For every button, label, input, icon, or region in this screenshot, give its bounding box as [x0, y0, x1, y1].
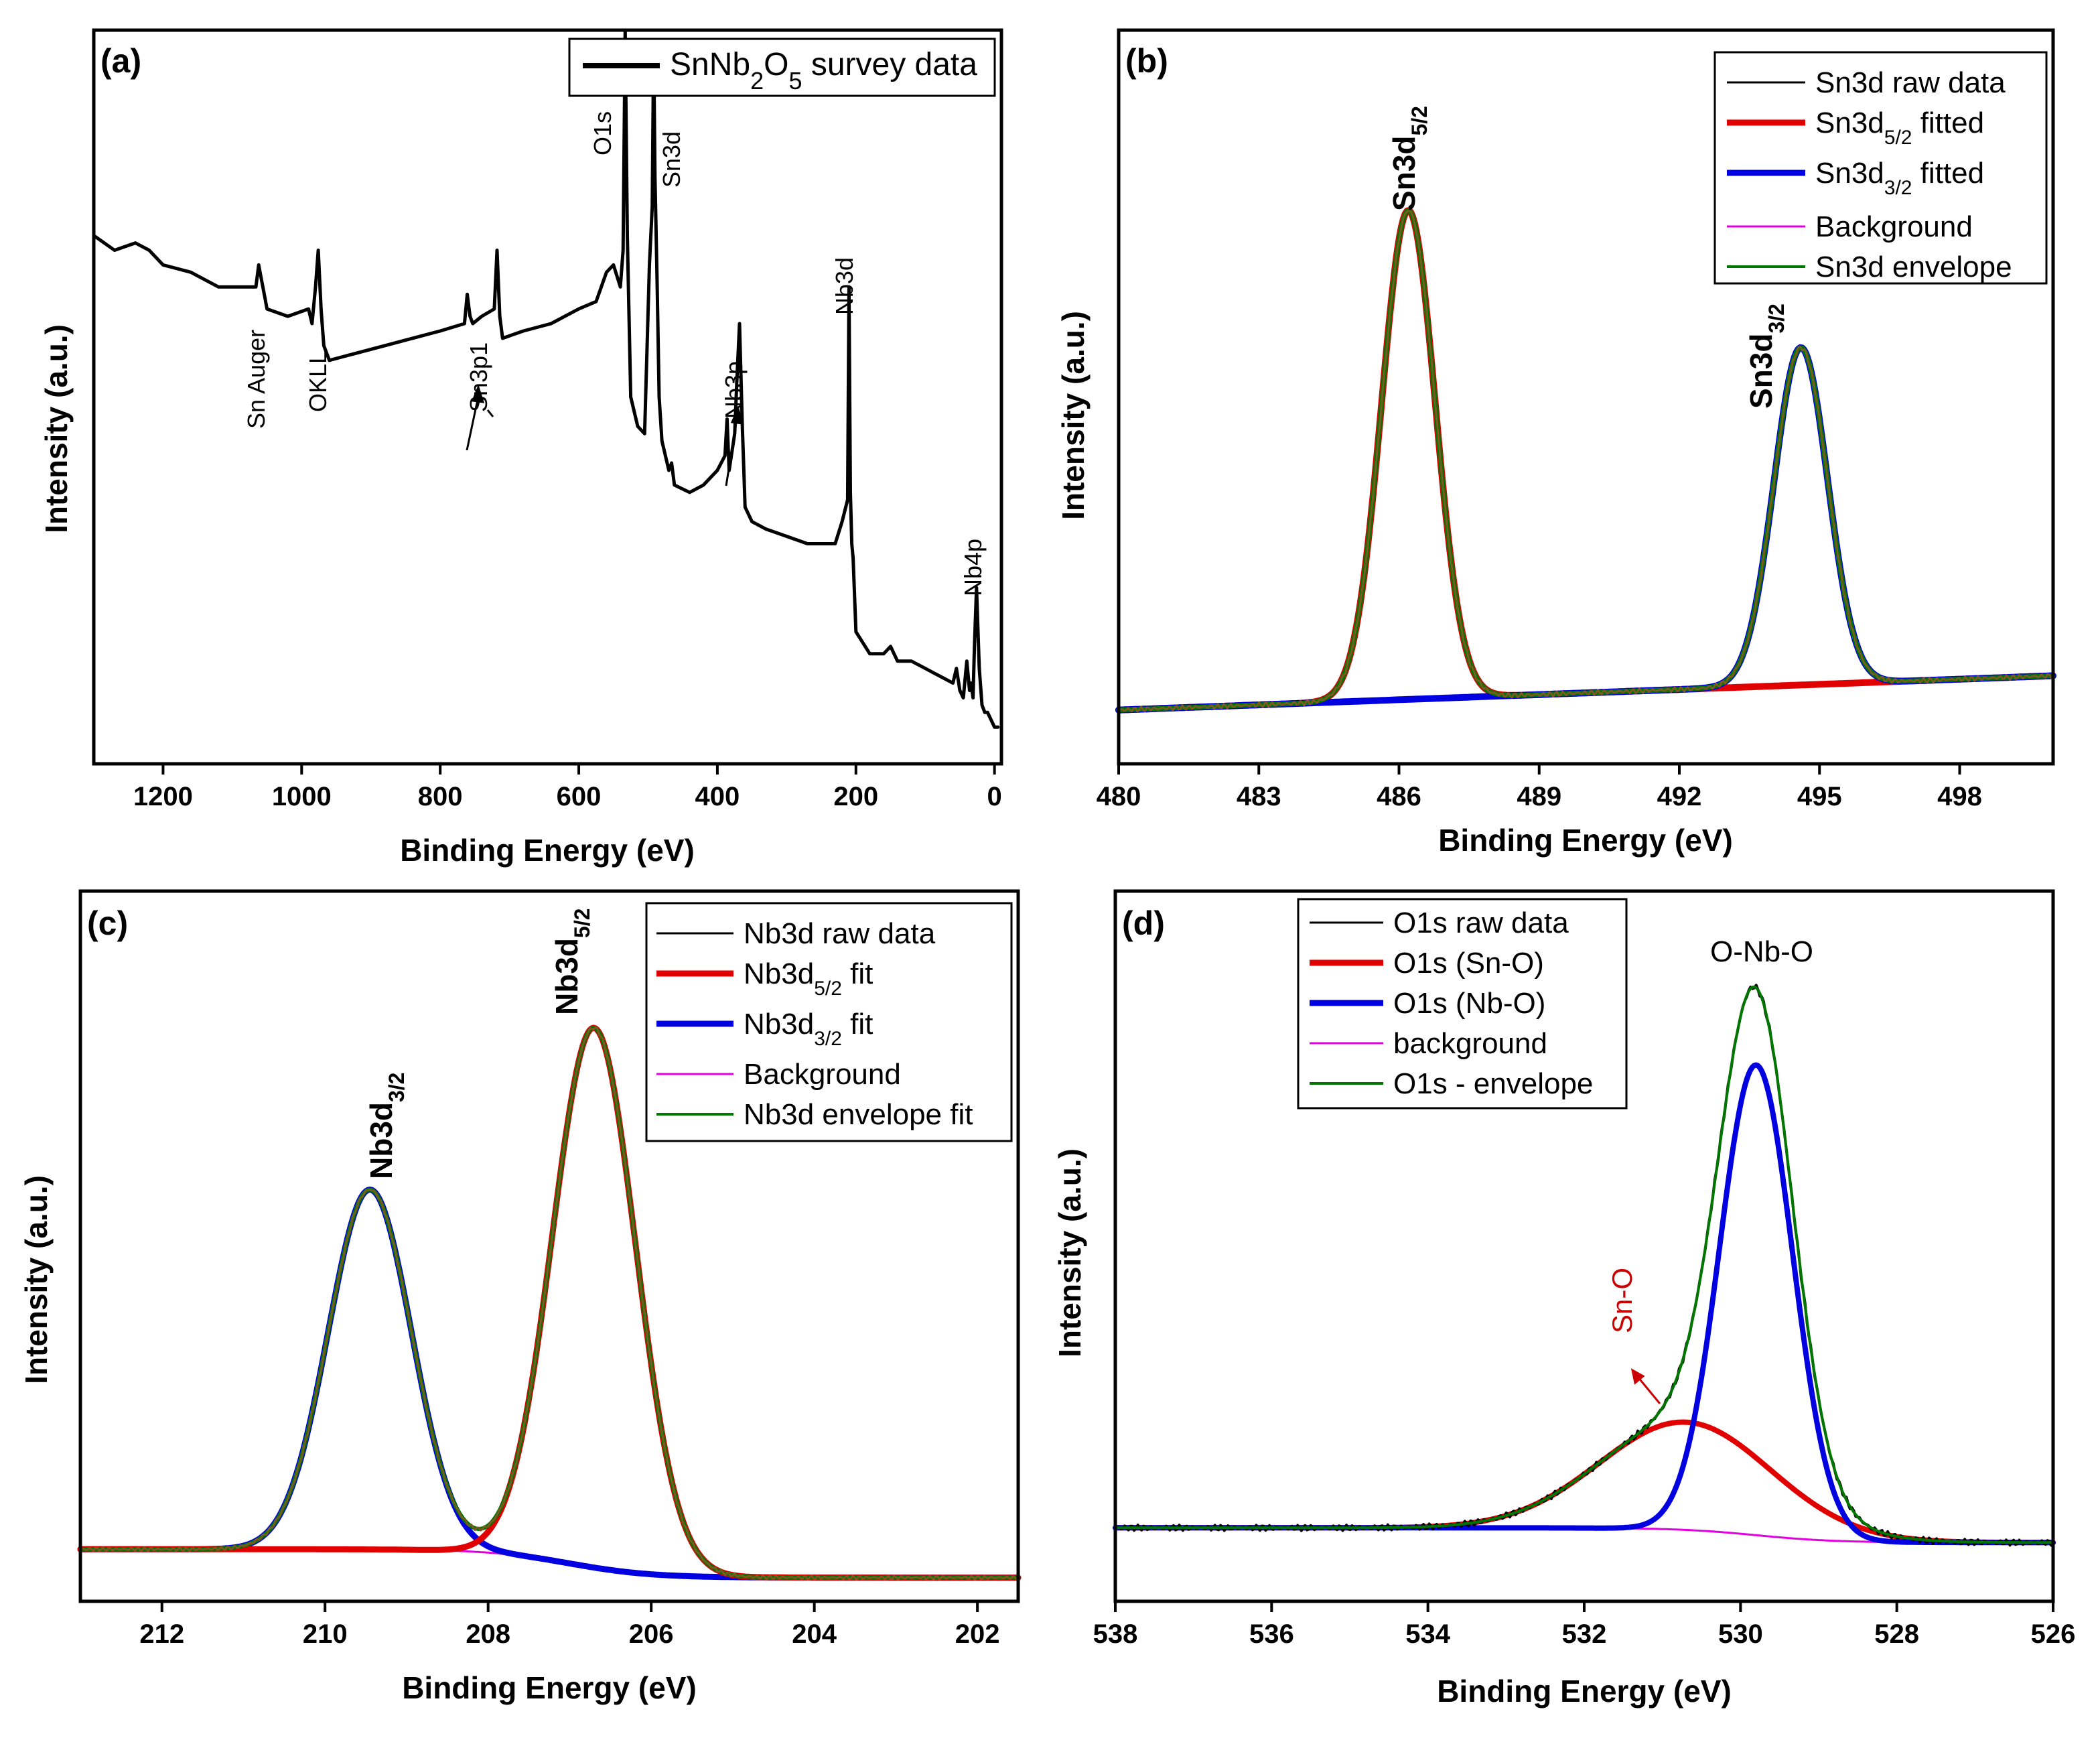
- panel-b-ylabel: Intensity (a.u.): [1056, 311, 1091, 520]
- panel-a-arrows: [466, 384, 744, 486]
- x-tick-label: 526: [2031, 1619, 2076, 1649]
- panel-c-ylabel: Intensity (a.u.): [19, 1175, 54, 1384]
- panel-d-frame: [1113, 889, 2055, 1603]
- x-tick-label: 528: [1874, 1619, 1919, 1649]
- panel-c-ticks: 212 210 208 206 204 202: [139, 1601, 1000, 1649]
- panel-c-nb3d: 212 210 208 206 204 202 (c) Binding Energy (e…: [19, 889, 1022, 1705]
- legend-label-envelope: O1s - envelope: [1393, 1067, 1593, 1100]
- legend-label-sn-o: O1s (Sn-O): [1393, 947, 1544, 980]
- panel-b-frame: [1117, 28, 2055, 766]
- peak-label-sn3d52: Sn3d5/2: [1387, 106, 1431, 211]
- legend-label-envelope: Nb3d envelope fit: [744, 1098, 973, 1131]
- x-tick-label: 208: [466, 1619, 510, 1649]
- panel-a-frame: [92, 28, 1003, 766]
- panel-d-label: (d): [1122, 905, 1165, 942]
- x-tick-label: 534: [1405, 1619, 1450, 1649]
- panel-c-series: [77, 1024, 1022, 1581]
- peak-label-nb3d52: Nb3d5/2: [549, 909, 594, 1015]
- survey-series-line: [92, 28, 1000, 729]
- x-tick-label: 210: [303, 1619, 348, 1649]
- peak-label-sn3d: Sn3d: [658, 131, 685, 188]
- panel-a-label: (a): [100, 42, 141, 80]
- x-tick-label: 486: [1377, 782, 1421, 811]
- panel-b-ticks: 480 483 486 489 492 495 498: [1097, 764, 1982, 811]
- legend-label-background: Background: [1815, 210, 1973, 243]
- x-tick-label: 483: [1237, 782, 1281, 811]
- legend-label-nb3d32: Nb3d3/2 fit: [744, 1008, 873, 1050]
- x-tick-label: 532: [1562, 1619, 1607, 1649]
- panel-d-ylabel: Intensity (a.u.): [1052, 1148, 1087, 1357]
- peak-label-nb3p: Nb3p: [720, 361, 748, 419]
- legend-label-nb3d-raw: Nb3d raw data: [744, 917, 936, 950]
- envelope-line: [1116, 208, 2056, 713]
- peak-label-o-nb-o: O-Nb-O: [1710, 935, 1813, 968]
- panel-a-xlabel: Binding Energy (eV): [400, 833, 695, 868]
- x-tick-label: 495: [1797, 782, 1842, 811]
- panel-b-legend: Sn3d raw data Sn3d5/2 fitted Sn3d3/2 fit…: [1713, 51, 2048, 285]
- legend-label-o1s-raw: O1s raw data: [1393, 907, 1569, 939]
- x-tick-label: 204: [792, 1619, 837, 1649]
- legend-label-background: Background: [744, 1058, 901, 1091]
- panel-a-survey: 1200 1000 800 600 400 200 0 (a) Binding Energy…: [39, 28, 1003, 868]
- panel-a-legend: SnNb2O5 survey data: [568, 38, 996, 97]
- panel-d-ticks: 538 536 534 532 530 528 526: [1093, 1601, 2076, 1649]
- x-tick-label: 800: [418, 782, 463, 811]
- legend-label-envelope: Sn3d envelope: [1815, 251, 2012, 283]
- peak-label-sn3d32: Sn3d3/2: [1744, 304, 1789, 409]
- panel-b-series: [1115, 207, 2056, 714]
- x-tick-label: 489: [1517, 782, 1561, 811]
- panel-d-series: [1113, 984, 2056, 1547]
- panel-a-ylabel: Intensity (a.u.): [39, 324, 74, 533]
- panel-b-label: (b): [1125, 42, 1168, 80]
- peak-label-nb3d: Nb3d: [831, 257, 858, 315]
- x-tick-label: 200: [833, 782, 878, 811]
- sn3d32-fit-line: [1115, 344, 2056, 714]
- x-tick-label: 1000: [272, 782, 332, 811]
- panel-c-label: (c): [87, 905, 128, 942]
- legend-label-sn3d52: Sn3d5/2 fitted: [1815, 107, 1984, 149]
- x-tick-label: 0: [987, 782, 1002, 811]
- peak-label-nb4p: Nb4p: [959, 539, 987, 596]
- x-tick-label: 498: [1937, 782, 1982, 811]
- panel-d-o1s: 538 536 534 532 530 528 526 (d) Binding Energy…: [1052, 889, 2076, 1709]
- panel-b-xlabel: Binding Energy (eV): [1438, 823, 1733, 858]
- peak-label-sn-o: Sn-O: [1606, 1268, 1638, 1333]
- x-tick-label: 206: [629, 1619, 674, 1649]
- legend-label-background: background: [1393, 1027, 1547, 1060]
- raw-data-line: [1117, 209, 2054, 713]
- x-tick-label: 530: [1718, 1619, 1763, 1649]
- envelope-line: [1114, 985, 2054, 1544]
- panel-d-legend: O1s raw data O1s (Sn-O) O1s (Nb-O) backg…: [1297, 898, 1628, 1110]
- peak-label-nb3d32: Nb3d3/2: [364, 1073, 409, 1179]
- legend-label-nb-o: O1s (Nb-O): [1393, 987, 1545, 1020]
- legend-label-sn3d32: Sn3d3/2 fitted: [1815, 157, 1984, 199]
- x-tick-label: 536: [1249, 1619, 1294, 1649]
- x-tick-label: 538: [1093, 1619, 1138, 1649]
- x-tick-label: 212: [139, 1619, 184, 1649]
- x-tick-label: 492: [1657, 782, 1702, 811]
- sn-o-arrow: [1630, 1368, 1661, 1404]
- panel-c-xlabel: Binding Energy (eV): [402, 1670, 697, 1705]
- panel-c-legend: Nb3d raw data Nb3d5/2 fit Nb3d3/2 fit Ba…: [645, 902, 1013, 1142]
- x-tick-label: 600: [557, 782, 602, 811]
- x-tick-label: 400: [695, 782, 740, 811]
- peak-label-okll: OKLL: [304, 350, 332, 412]
- panel-c-frame: [78, 889, 1020, 1603]
- x-tick-label: 202: [955, 1619, 1000, 1649]
- sn3d52-fit-line: [1115, 207, 2056, 714]
- x-tick-label: 1200: [133, 782, 193, 811]
- panel-b-sn3d: 480 483 486 489 492 495 498 (b) Binding Energy…: [1056, 28, 2056, 858]
- panel-d-xlabel: Binding Energy (eV): [1437, 1674, 1732, 1709]
- peak-label-sn-auger: Sn Auger: [242, 330, 270, 429]
- legend-label-survey: SnNb2O5 survey data: [670, 47, 977, 94]
- raw-data-line: [79, 1026, 1020, 1581]
- x-tick-label: 480: [1097, 782, 1141, 811]
- panel-a-ticks: 1200 1000 800 600 400 200 0: [133, 764, 1002, 811]
- legend-label-sn3d-raw: Sn3d raw data: [1815, 66, 2006, 99]
- panel-a-series: [92, 28, 1000, 729]
- background-line: [79, 1548, 1020, 1579]
- peak-label-o1s: O1s: [589, 111, 616, 155]
- legend-label-nb3d52: Nb3d5/2 fit: [744, 957, 873, 1000]
